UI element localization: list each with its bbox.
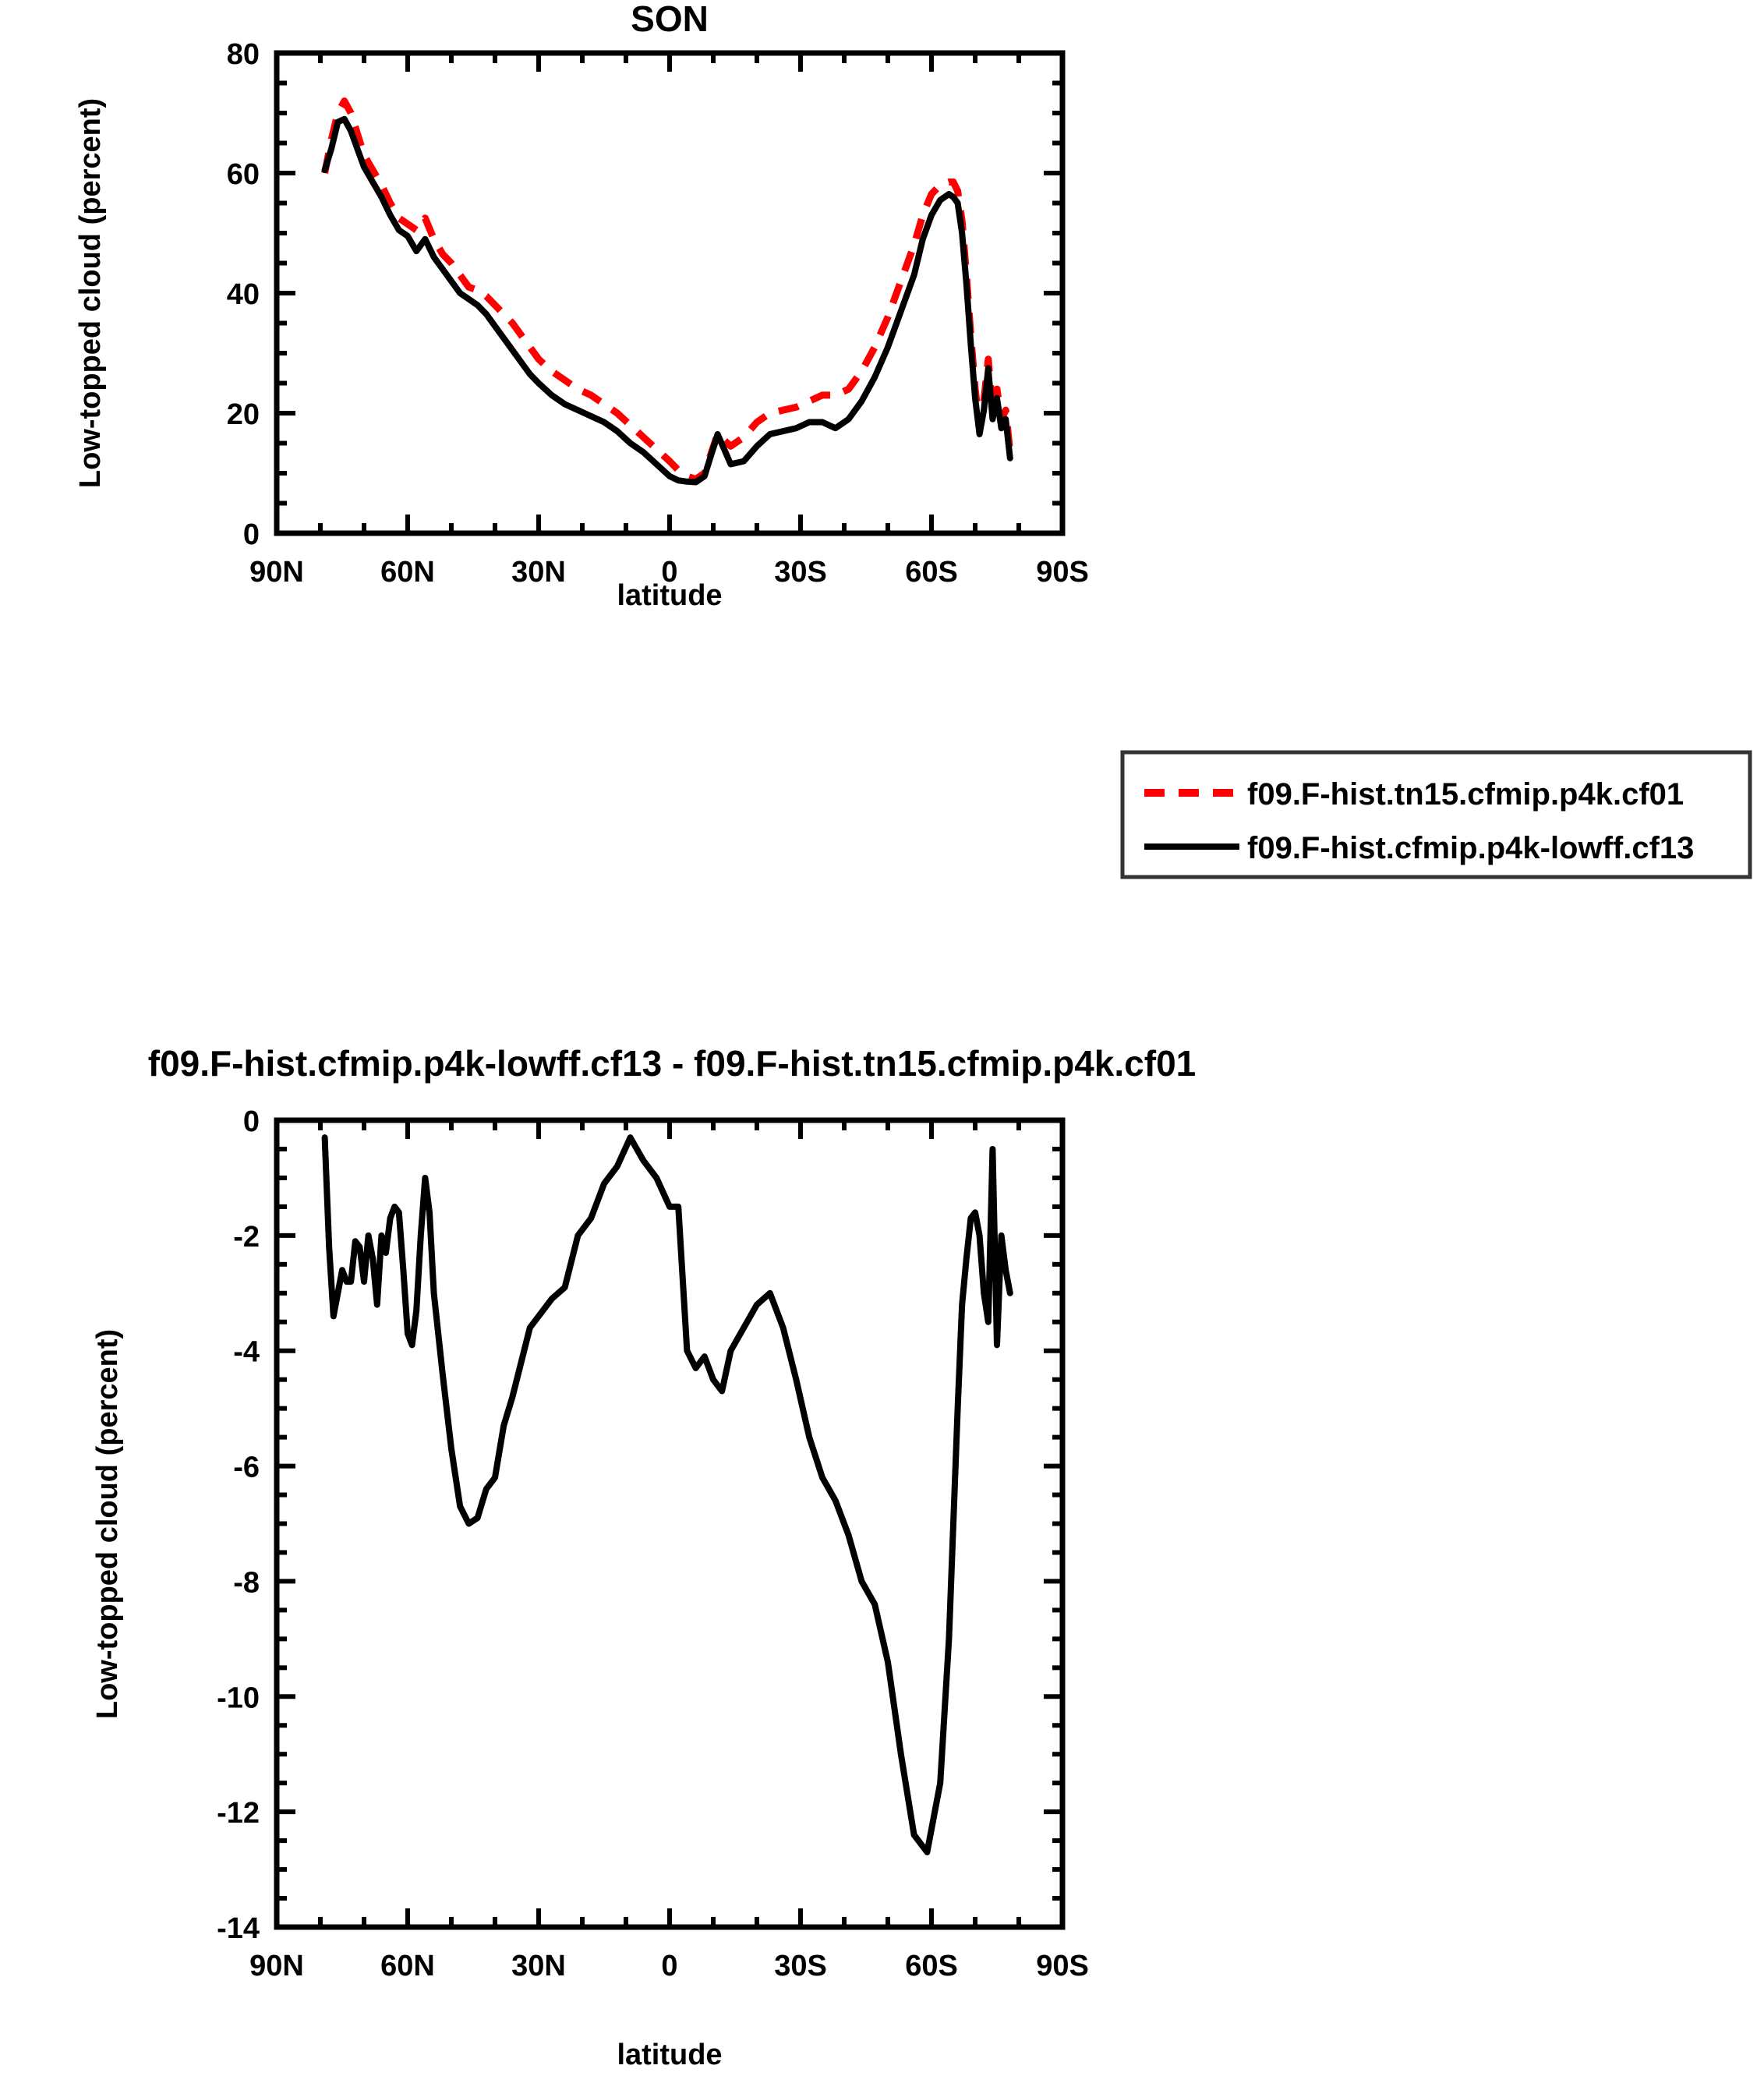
x-tick-label: 60N: [380, 1950, 435, 1982]
figure-svg: SON 0 20 40 60 80 90N 60N 30N 0 30S 60S 90S Low-to…: [0, 0, 1764, 2083]
top-x-axis-label: latitude: [617, 579, 722, 612]
y-tick-label: -12: [217, 1797, 260, 1830]
y-tick-label: -2: [233, 1221, 260, 1254]
x-tick-label: 90S: [1036, 1950, 1089, 1982]
x-tick-label: 30N: [511, 556, 566, 589]
y-tick-label: -6: [233, 1452, 260, 1484]
x-tick-label: 60N: [380, 556, 435, 589]
y-tick-label: -8: [233, 1566, 260, 1599]
top-y-axis-label: Low-topped cloud (percent): [74, 98, 107, 488]
x-tick-label: 90N: [249, 556, 304, 589]
legend-label-model2: f09.F-hist.cfmip.p4k-lowff.cf13: [1247, 831, 1694, 865]
bottom-y-axis-label: Low-topped cloud (percent): [91, 1329, 124, 1719]
x-tick-label: 90S: [1036, 556, 1089, 589]
x-tick-label: 0: [661, 1950, 677, 1982]
y-tick-label: 80: [227, 38, 260, 71]
x-tick-label: 30S: [774, 556, 827, 589]
y-tick-label: 40: [227, 278, 260, 311]
y-tick-label: 60: [227, 158, 260, 191]
y-tick-label: -10: [217, 1682, 260, 1714]
y-tick-label: 0: [243, 518, 260, 551]
difference-title: f09.F-hist.cfmip.p4k-lowff.cf13 - f09.F-…: [148, 1043, 1197, 1084]
x-tick-label: 30N: [511, 1950, 566, 1982]
page-title: SON: [631, 0, 709, 39]
y-tick-label: -4: [233, 1336, 260, 1369]
legend: f09.F-hist.tn15.cfmip.p4k.cf01 f09.F-his…: [1122, 752, 1750, 877]
y-tick-label: 20: [227, 398, 260, 431]
y-tick-label: -14: [217, 1912, 260, 1945]
figure-background: [0, 0, 1764, 2083]
legend-label-model1: f09.F-hist.tn15.cfmip.p4k.cf01: [1247, 777, 1684, 812]
x-tick-label: 30S: [774, 1950, 827, 1982]
bottom-x-axis-label: latitude: [617, 2039, 722, 2071]
figure-root: SON 0 20 40 60 80 90N 60N 30N 0 30S 60S 90S Low-to…: [0, 0, 1764, 2083]
y-tick-label: 0: [243, 1105, 260, 1138]
x-tick-label: 60S: [905, 556, 958, 589]
x-tick-label: 90N: [249, 1950, 304, 1982]
x-tick-label: 60S: [905, 1950, 958, 1982]
